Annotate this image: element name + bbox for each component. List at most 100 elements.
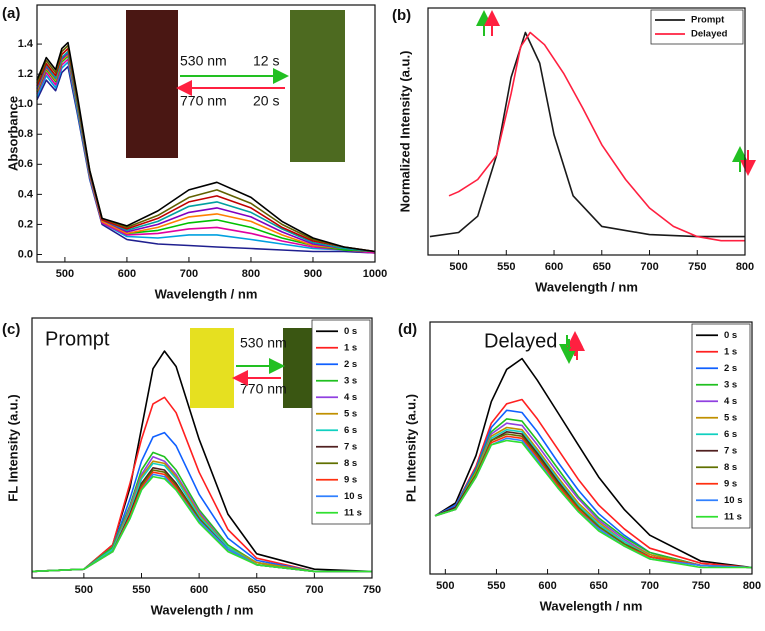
series-line — [36, 44, 376, 253]
y-axis-label: Normalized Intensity (a.u.) — [397, 51, 412, 213]
legend-label: Delayed — [691, 29, 728, 40]
legend-label: 1 s — [344, 342, 357, 353]
series-line — [36, 58, 376, 254]
legend-label: 3 s — [724, 379, 737, 390]
annotation: 20 s — [253, 93, 279, 109]
x-tick-label: 1000 — [363, 268, 387, 280]
series-line — [36, 41, 376, 253]
legend-label: 10 s — [344, 491, 363, 502]
sample-image — [283, 328, 313, 408]
series-line — [31, 475, 372, 573]
x-tick-label: 650 — [593, 261, 611, 273]
x-tick-label: 600 — [545, 261, 563, 273]
x-tick-label: 700 — [180, 268, 198, 280]
legend-label: 0 s — [724, 330, 737, 341]
legend-label: 4 s — [344, 392, 357, 403]
panel-label: (d) — [398, 321, 417, 338]
panel: 500 550 600 650 700 750 800 Wavelength / nm PL I… — [398, 321, 761, 613]
panel: 500 600 700 800 900 1000 0.0 0.2 0.4 0.6 0.8 1.0 1.2… — [2, 4, 756, 301]
series-line — [448, 31, 745, 242]
series-line — [434, 398, 753, 569]
legend-label: 5 s — [344, 408, 357, 419]
x-tick-label: 600 — [190, 584, 208, 596]
annotation: 12 s — [253, 53, 279, 69]
legend-label: 11 s — [724, 511, 742, 522]
x-tick-label: 500 — [56, 268, 74, 280]
x-axis-label: Wavelength / nm — [155, 286, 258, 301]
x-axis-label: Wavelength / nm — [151, 602, 254, 617]
legend-label: 6 s — [724, 429, 737, 440]
x-tick-label: 600 — [538, 580, 556, 592]
legend-label: 4 s — [724, 396, 737, 407]
legend-label: 1 s — [724, 346, 737, 357]
legend-label: 7 s — [724, 445, 737, 456]
legend-label: 9 s — [344, 474, 357, 485]
legend-label: 2 s — [344, 359, 357, 370]
y-tick-label: 1.0 — [18, 98, 33, 110]
y-tick-label: 0.2 — [18, 218, 33, 230]
series-line — [36, 61, 376, 254]
x-tick-label: 500 — [449, 261, 467, 273]
plot-frame — [429, 321, 753, 575]
annotation: 530 nm — [180, 53, 227, 69]
x-tick-label: 800 — [736, 261, 754, 273]
legend-label: 3 s — [344, 375, 357, 386]
x-tick-label: 700 — [640, 261, 658, 273]
x-tick-label: 550 — [497, 261, 515, 273]
y-axis-label: FL Intensity (a.u.) — [5, 394, 20, 501]
panel: 500 550 600 650 700 750 800 Wavelength / nm Norm… — [392, 7, 754, 294]
sample-image — [190, 328, 234, 408]
legend-label: 8 s — [724, 462, 737, 473]
annotation: 770 nm — [240, 381, 287, 397]
sample-image — [290, 10, 345, 162]
x-tick-label: 550 — [132, 584, 150, 596]
annotation: Prompt — [45, 328, 110, 350]
x-tick-label: 900 — [304, 268, 322, 280]
x-tick-label: 800 — [242, 268, 260, 280]
x-tick-label: 750 — [692, 580, 710, 592]
x-tick-label: 700 — [305, 584, 323, 596]
legend-label: 0 s — [344, 326, 357, 337]
y-tick-label: 0.4 — [18, 188, 34, 200]
y-tick-label: 1.4 — [18, 38, 34, 50]
panel-label: (a) — [2, 5, 20, 22]
series-line — [429, 31, 745, 238]
panel: 500 550 600 650 700 750 Wavelength / nm FL Inte… — [2, 317, 583, 617]
annotation: Delayed — [484, 330, 557, 352]
x-axis-label: Wavelength / nm — [540, 598, 643, 613]
annotation: 770 nm — [180, 93, 227, 109]
legend-label: Prompt — [691, 15, 725, 26]
legend: 0 s 1 s 2 s 3 s 4 s 5 s 6 s 7 s 8 s 9 s 10 s 11 s — [311, 319, 371, 525]
panel-label: (b) — [392, 7, 411, 24]
annotation: 530 nm — [240, 335, 287, 351]
legend-box — [311, 319, 371, 525]
series-line — [434, 418, 753, 569]
x-tick-label: 550 — [487, 580, 505, 592]
x-tick-label: 750 — [688, 261, 706, 273]
series-line — [36, 50, 376, 253]
legend: 0 s 1 s 2 s 3 s 4 s 5 s 6 s 7 s 8 s 9 s 10 s 11 s — [691, 323, 751, 529]
panel-label: (c) — [2, 321, 20, 338]
x-tick-label: 750 — [363, 584, 381, 596]
legend-label: 7 s — [344, 441, 357, 452]
x-tick-label: 800 — [743, 580, 761, 592]
series-line — [36, 65, 376, 254]
x-tick-label: 600 — [118, 268, 136, 280]
legend-box — [691, 323, 751, 529]
y-tick-label: 0.8 — [18, 128, 33, 140]
x-tick-label: 500 — [436, 580, 454, 592]
legend-label: 5 s — [724, 412, 737, 423]
y-tick-label: 1.2 — [18, 68, 33, 80]
legend-box — [650, 9, 744, 45]
y-axis-label: Absorbance — [5, 96, 20, 171]
legend-label: 8 s — [344, 458, 357, 469]
x-tick-label: 500 — [75, 584, 93, 596]
legend-label: 2 s — [724, 363, 737, 374]
sample-image — [126, 10, 178, 158]
x-axis-label: Wavelength / nm — [535, 279, 638, 294]
y-tick-label: 0.0 — [18, 248, 33, 260]
x-tick-label: 700 — [641, 580, 659, 592]
legend-label: 6 s — [344, 425, 357, 436]
legend-label: 10 s — [724, 495, 743, 506]
plot-frame — [31, 317, 373, 579]
